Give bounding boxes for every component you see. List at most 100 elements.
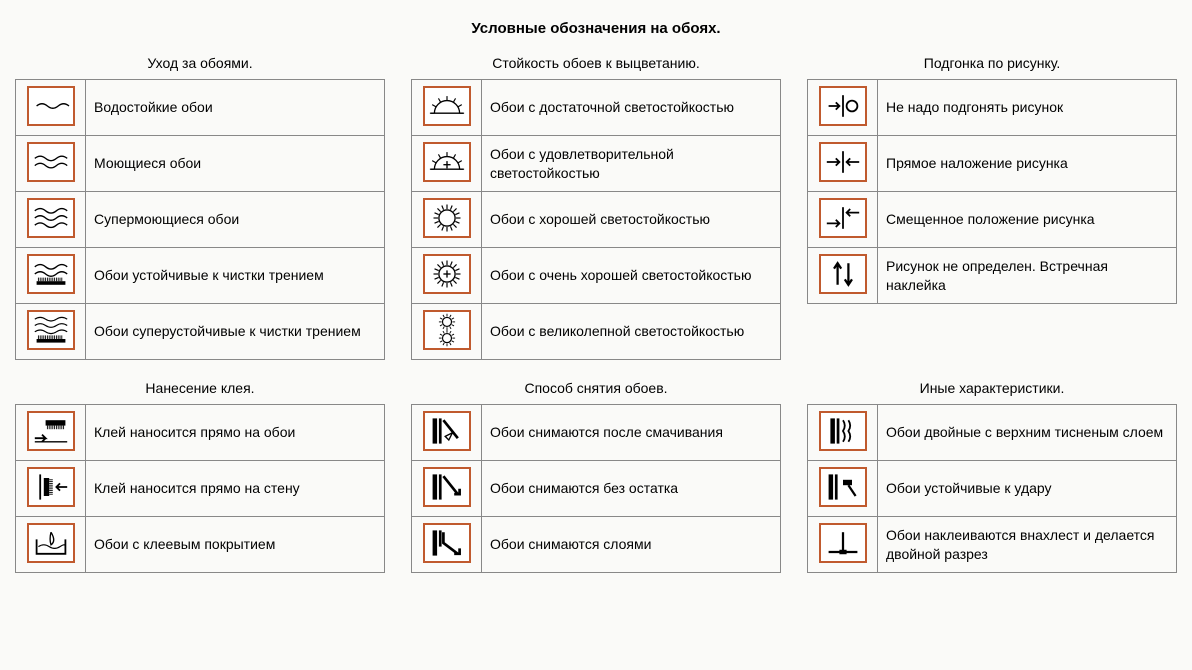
legend-section: Иные характеристики.Обои двойные с верхн… — [807, 380, 1177, 573]
table-row: Клей наносится прямо на стену — [16, 461, 385, 517]
table-row: Водостойкие обои — [16, 80, 385, 136]
icon-cell — [808, 517, 878, 573]
section-title: Нанесение клея. — [15, 380, 385, 396]
icon-cell — [16, 192, 86, 248]
icon-cell — [16, 80, 86, 136]
legend-label: Обои суперустойчивые к чистки трением — [86, 304, 385, 360]
section-title: Подгонка по рисунку. — [807, 55, 1177, 71]
icon-cell — [412, 192, 482, 248]
wave1-icon — [27, 86, 75, 126]
wave3-icon — [27, 198, 75, 238]
table-row: Обои с очень хорошей светостойкостью — [412, 248, 781, 304]
icon-cell — [808, 248, 878, 304]
icon-cell — [16, 461, 86, 517]
legend-label: Прямое наложение рисунка — [878, 136, 1177, 192]
table-row: Обои наклеиваются внахлест и делается дв… — [808, 517, 1177, 573]
legend-label: Обои с великолепной светостойкостью — [482, 304, 781, 360]
legend-label: Клей наносится прямо на обои — [86, 405, 385, 461]
sunfull-icon — [423, 198, 471, 238]
table-row: Обои снимаются после смачивания — [412, 405, 781, 461]
wave2brush-icon — [27, 254, 75, 294]
legend-table: Не надо подгонять рисунокПрямое наложени… — [807, 79, 1177, 304]
table-row: Обои устойчивые к удару — [808, 461, 1177, 517]
icon-cell — [412, 136, 482, 192]
removefull-icon — [423, 467, 471, 507]
legend-label: Обои с достаточной светостойкостью — [482, 80, 781, 136]
icon-cell — [16, 136, 86, 192]
table-row: Супермоющиеся обои — [16, 192, 385, 248]
table-row: Моющиеся обои — [16, 136, 385, 192]
wave2-icon — [27, 142, 75, 182]
table-row: Смещенное положение рисунка — [808, 192, 1177, 248]
section-title: Стойкость обоев к выцветанию. — [411, 55, 781, 71]
table-row: Обои с клеевым покрытием — [16, 517, 385, 573]
legend-label: Смещенное положение рисунка — [878, 192, 1177, 248]
table-row: Обои устойчивые к чистки трением — [16, 248, 385, 304]
icon-cell — [412, 461, 482, 517]
table-row: Обои с хорошей светостойкостью — [412, 192, 781, 248]
legend-label: Супермоющиеся обои — [86, 192, 385, 248]
removewet-icon — [423, 411, 471, 451]
gluewater-icon — [27, 523, 75, 563]
legend-label: Обои устойчивые к удару — [878, 461, 1177, 517]
legend-label: Обои наклеиваются внахлест и делается дв… — [878, 517, 1177, 573]
icon-cell — [808, 405, 878, 461]
icon-cell — [16, 405, 86, 461]
sundouble-icon — [423, 310, 471, 350]
legend-table: Обои двойные с верхним тисненым слоемОбо… — [807, 404, 1177, 573]
legend-label: Клей наносится прямо на стену — [86, 461, 385, 517]
table-row: Обои снимаются без остатка — [412, 461, 781, 517]
icon-cell — [412, 248, 482, 304]
legend-table: Клей наносится прямо на обоиКлей наносит… — [15, 404, 385, 573]
table-row: Обои с удовлетворительной светостойкость… — [412, 136, 781, 192]
legend-label: Обои двойные с верхним тисненым слоем — [878, 405, 1177, 461]
table-row: Прямое наложение рисунка — [808, 136, 1177, 192]
table-row: Не надо подгонять рисунок — [808, 80, 1177, 136]
legend-label: Моющиеся обои — [86, 136, 385, 192]
legend-table: Обои с достаточной светостойкостьюОбои с… — [411, 79, 781, 360]
table-row: Рисунок не определен. Встречная наклейка — [808, 248, 1177, 304]
legend-section: Уход за обоями. Водостойкие обоиМоющиеся … — [15, 55, 385, 360]
legend-label: Обои снимаются слоями — [482, 517, 781, 573]
arrow0-icon — [819, 86, 867, 126]
legend-section: Нанесение клея. Клей наносится прямо на о… — [15, 380, 385, 573]
impact-icon — [819, 467, 867, 507]
icon-cell — [808, 80, 878, 136]
legend-section: Стойкость обоев к выцветанию. Обои с дост… — [411, 55, 781, 360]
legend-label: Обои устойчивые к чистки трением — [86, 248, 385, 304]
legend-label: Водостойкие обои — [86, 80, 385, 136]
overlap-icon — [819, 523, 867, 563]
icon-cell — [16, 304, 86, 360]
legend-section: Способ снятия обоев. Обои снимаются после… — [411, 380, 781, 573]
legend-label: Не надо подгонять рисунок — [878, 80, 1177, 136]
legend-label: Обои снимаются после смачивания — [482, 405, 781, 461]
icon-cell — [412, 405, 482, 461]
section-title: Уход за обоями. — [15, 55, 385, 71]
legend-table: Водостойкие обоиМоющиеся обоиСупермоющие… — [15, 79, 385, 360]
icon-cell — [808, 136, 878, 192]
legend-label: Обои с очень хорошей светостойкостью — [482, 248, 781, 304]
legend-label: Обои снимаются без остатка — [482, 461, 781, 517]
table-row: Обои двойные с верхним тисненым слоем — [808, 405, 1177, 461]
icon-cell — [16, 517, 86, 573]
icon-cell — [412, 517, 482, 573]
gluepaper-icon — [27, 411, 75, 451]
arrowoffset-icon — [819, 198, 867, 238]
arrowstraight-icon — [819, 142, 867, 182]
table-row: Обои снимаются слоями — [412, 517, 781, 573]
icon-cell — [412, 304, 482, 360]
icon-cell — [808, 461, 878, 517]
table-row: Обои суперустойчивые к чистки трением — [16, 304, 385, 360]
icon-cell — [16, 248, 86, 304]
legend-label: Обои с удовлетворительной светостойкость… — [482, 136, 781, 192]
sunhalfplus-icon — [423, 142, 471, 182]
table-row: Обои с достаточной светостойкостью — [412, 80, 781, 136]
legend-table: Обои снимаются после смачиванияОбои сним… — [411, 404, 781, 573]
table-row: Клей наносится прямо на обои — [16, 405, 385, 461]
icon-cell — [412, 80, 482, 136]
gluewall-icon — [27, 467, 75, 507]
section-title: Способ снятия обоев. — [411, 380, 781, 396]
page-title: Условные обозначения на обоях. — [15, 20, 1177, 37]
legend-label: Обои с клеевым покрытием — [86, 517, 385, 573]
legend-label: Рисунок не определен. Встречная наклейка — [878, 248, 1177, 304]
